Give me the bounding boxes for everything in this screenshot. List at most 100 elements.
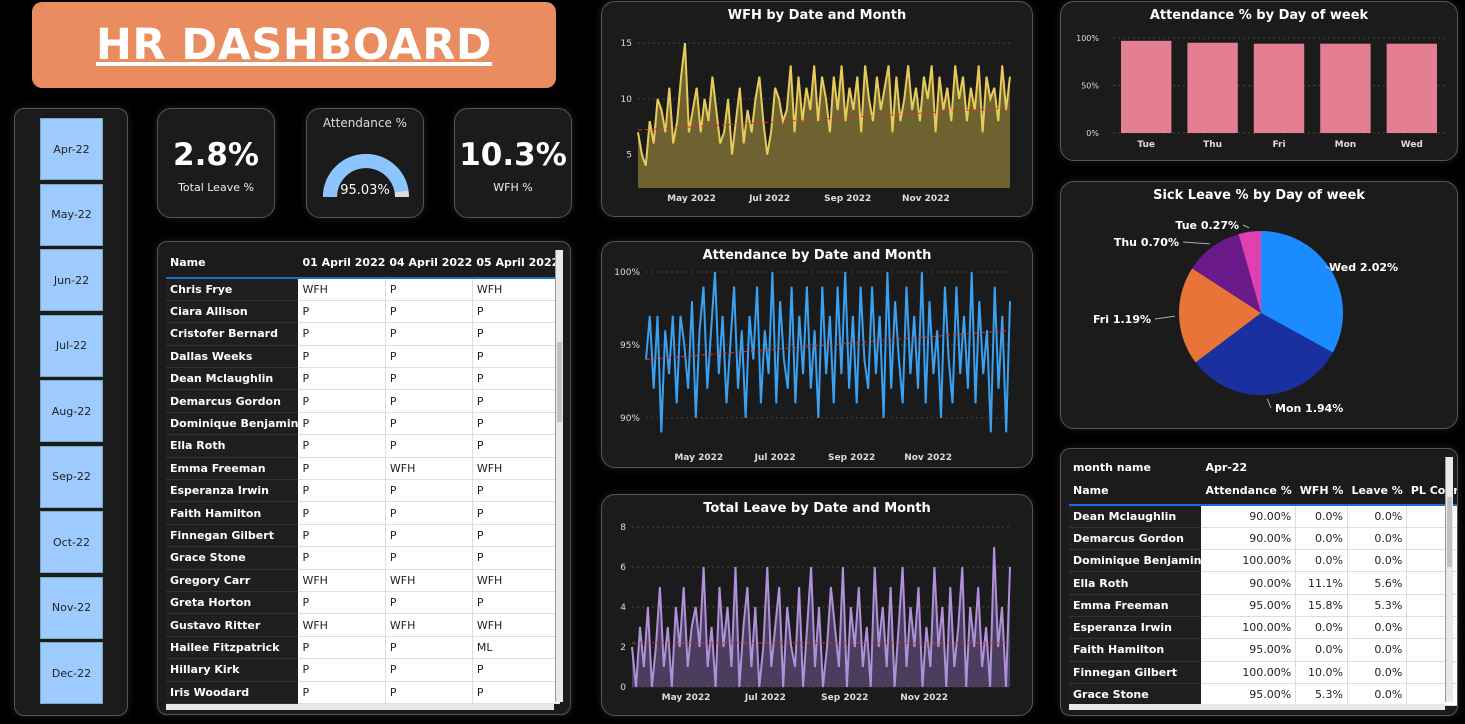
matrix-row-name: Dallas Weeks — [166, 345, 299, 369]
matrix-cell: P — [472, 524, 560, 548]
matrix-row-name: Gustavo Ritter — [166, 613, 299, 637]
total-leave-label: Total Leave % — [178, 181, 254, 194]
matrix-row-name: Ciara Allison — [166, 300, 299, 324]
matrix-cell: P — [298, 681, 386, 704]
matrix-row-name: Hillary Kirk — [166, 658, 299, 682]
matrix-row: Gustavo Ritter WFH WFH WFH — [166, 613, 560, 637]
summary-cell: 90.00% — [1201, 571, 1297, 595]
series-line — [645, 271, 1011, 433]
pie-label: Mon 1.94% — [1275, 402, 1343, 415]
matrix-cell: P — [298, 524, 386, 548]
attendance-matrix: Name 01 April 2022 04 April 2022 05 April 2… — [166, 248, 560, 704]
matrix-cell: WFH — [472, 278, 560, 301]
y-tick-label: 95% — [620, 341, 640, 351]
matrix-row-name: Greta Horton — [166, 591, 299, 615]
summary-cell: 0.0% — [1295, 505, 1348, 528]
pie-label: Fri 1.19% — [1093, 313, 1151, 326]
matrix-header-date[interactable]: 01 April 2022 — [302, 256, 386, 269]
matrix-header-name[interactable]: Name — [170, 256, 206, 269]
pie-slice — [1179, 268, 1261, 363]
matrix-cell: P — [385, 524, 473, 548]
attendance-by-day-title: Attendance % by Day of week — [1149, 8, 1369, 23]
matrix-cell: P — [298, 658, 386, 682]
x-tick-label: May 2022 — [674, 453, 723, 463]
matrix-cell: P — [472, 389, 560, 413]
summary-cell: 95.00% — [1201, 683, 1297, 707]
matrix-cell: P — [472, 479, 560, 503]
attendance-chart: 90% 95% 100% May 2022 Jul 2022 Sep 2022 Nov 20… — [614, 268, 1011, 463]
pie-slice — [1238, 231, 1261, 313]
pie-leader — [1266, 398, 1272, 409]
month-slicer-item[interactable]: May-22 — [40, 183, 103, 246]
matrix-header-date[interactable]: 04 April 2022 — [389, 256, 473, 269]
matrix-cell: WFH — [472, 457, 560, 481]
x-tick-label: Jul 2022 — [748, 194, 790, 204]
matrix-cell: P — [472, 322, 560, 346]
matrix-row: Esperanza Irwin P P P — [166, 479, 560, 503]
matrix-row: Gregory Carr WFH WFH WFH — [166, 569, 560, 592]
summary-cell: 5.3% — [1295, 683, 1348, 707]
month-slicer-item[interactable]: Apr-22 — [40, 118, 103, 180]
x-tick-label: Tue — [1137, 140, 1155, 150]
y-tick-label: 6 — [620, 563, 626, 573]
matrix-cell: P — [385, 367, 473, 391]
matrix-cell: WFH — [385, 569, 473, 592]
month-slicer-item[interactable]: Aug-22 — [40, 380, 103, 442]
month-slicer-item[interactable]: Jul-22 — [40, 314, 103, 377]
matrix-row-name: Chris Frye — [166, 278, 299, 301]
x-tick-label: Nov 2022 — [904, 453, 952, 463]
bar — [1187, 42, 1238, 133]
summary-header-cell[interactable]: Name — [1073, 484, 1109, 497]
summary-row-name: Grace Stone — [1069, 683, 1202, 707]
matrix-row-name: Esperanza Irwin — [166, 479, 299, 503]
attendance-gauge-card: Attendance % 95.03% — [306, 108, 424, 218]
month-slicer-item[interactable]: Oct-22 — [40, 511, 103, 573]
attendance-gauge-label: Attendance % — [322, 116, 408, 130]
matrix-row: Dominique Benjamin P P P — [166, 412, 560, 436]
matrix-row: Cristofer Bernard P P P — [166, 322, 560, 346]
matrix-cell: P — [385, 278, 473, 301]
summary-cell: 1 — [1406, 638, 1457, 662]
month-slicer-item[interactable]: Sep-22 — [40, 445, 103, 508]
x-tick-label: Jul 2022 — [754, 453, 796, 463]
summary-cell: 100.00% — [1201, 616, 1297, 640]
matrix-cell: P — [472, 345, 560, 369]
summary-cell: 0.0% — [1347, 549, 1408, 573]
summary-hscrollbar[interactable] — [1069, 704, 1445, 710]
summary-cell: 0.0% — [1295, 527, 1348, 551]
matrix-cell: P — [385, 546, 473, 570]
summary-header-cell[interactable]: Leave % — [1351, 484, 1403, 497]
month-slicer-item[interactable]: Dec-22 — [40, 642, 103, 704]
summary-header-cell[interactable]: WFH % — [1299, 484, 1344, 497]
month-slicer-item[interactable]: Nov-22 — [40, 576, 103, 639]
summary-cell: 0.0% — [1347, 683, 1408, 707]
sick-leave-pie: Wed 2.02% Mon 1.94% Fri 1.19% Thu 0.70% Tue … — [1093, 219, 1398, 415]
matrix-row-name: Iris Woodard — [166, 681, 299, 704]
month-slicer-item[interactable]: Jun-22 — [40, 249, 103, 311]
matrix-row-name: Dean Mclaughlin — [166, 367, 299, 391]
summary-scrollbar[interactable] — [1445, 457, 1453, 702]
summary-cell: 5.3% — [1347, 594, 1408, 617]
x-tick-label: Nov 2022 — [902, 194, 950, 204]
summary-cell: 11.1% — [1295, 571, 1348, 595]
summary-cell: 95.00% — [1201, 638, 1297, 662]
matrix-header-date[interactable]: 05 April 2022 — [476, 256, 560, 269]
matrix-row: Hailee Fitzpatrick P P ML — [166, 636, 560, 660]
x-tick-label: Nov 2022 — [900, 693, 948, 703]
bar — [1121, 40, 1172, 133]
matrix-hscrollbar[interactable] — [166, 704, 554, 710]
x-tick-label: Sep 2022 — [824, 194, 871, 204]
matrix-row: Demarcus Gordon P P P — [166, 389, 560, 413]
leave-chart-title: Total Leave by Date and Month — [703, 501, 931, 516]
matrix-cell: P — [298, 367, 386, 391]
matrix-scrollbar[interactable] — [555, 250, 563, 702]
y-tick-label: 5 — [626, 151, 632, 161]
summary-header-cell[interactable]: Attendance % — [1205, 484, 1292, 497]
y-tick-label: 100% — [614, 268, 640, 278]
matrix-row-name: Emma Freeman — [166, 457, 299, 481]
attendance-gauge-value: 95.03% — [340, 183, 390, 198]
x-tick-label: May 2022 — [667, 194, 716, 204]
wfh-chart-panel: WFH by Date and Month 5 10 15 May 2022 Jul 2… — [601, 1, 1033, 217]
